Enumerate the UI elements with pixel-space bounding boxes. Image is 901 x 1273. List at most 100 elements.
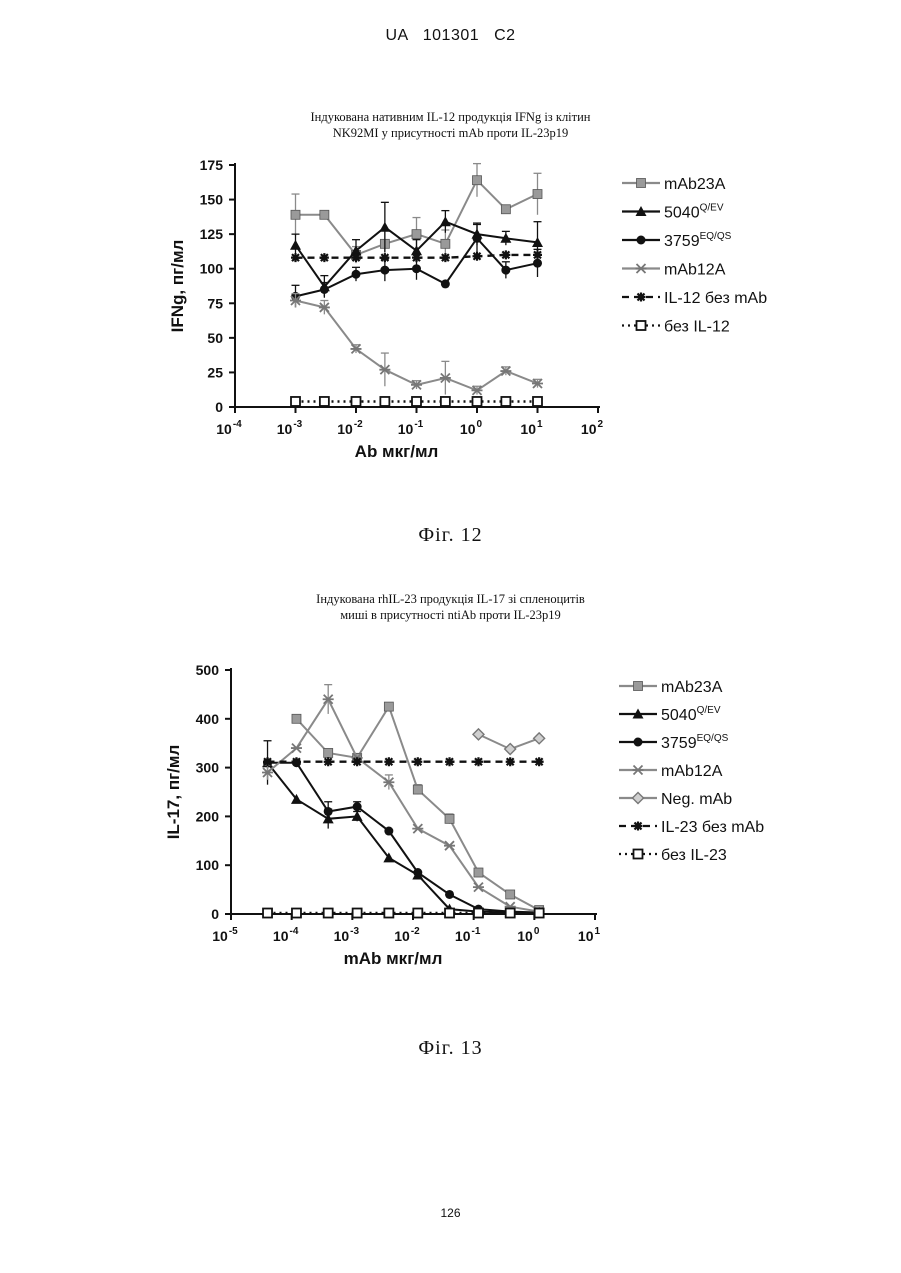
legend-label: mAb12A: [661, 763, 723, 780]
data-point: [353, 802, 362, 811]
series-il-23-без-mab: [263, 757, 544, 766]
x-tick-label: 10-5: [212, 926, 238, 944]
data-point: [473, 252, 482, 261]
data-point: [473, 397, 482, 406]
legend-label-superscript: EQ/QS: [700, 231, 732, 242]
data-point: [352, 253, 361, 262]
legend-item: mAb12A: [622, 262, 726, 279]
x-tick-exponent: 0: [534, 926, 540, 937]
x-tick-label: 101: [578, 926, 601, 944]
legend-label: 3759EQ/QS: [664, 231, 732, 250]
x-tick-exponent: -1: [414, 419, 423, 430]
series-line: [297, 707, 540, 911]
data-point: [324, 807, 333, 816]
x-tick-exponent: -3: [293, 419, 302, 430]
series-5040: [262, 741, 545, 917]
legend-item: 5040Q/EV: [622, 203, 724, 222]
legend-item: без IL-23: [619, 847, 727, 864]
data-point: [445, 890, 454, 899]
data-point: [473, 234, 482, 243]
x-axis-label: Ab мкг/мл: [355, 442, 439, 461]
x-tick-exponent: -2: [411, 926, 420, 937]
y-axis-label: IL-17, пг/мл: [164, 745, 183, 840]
series-mab12a: [262, 685, 545, 916]
x-tick-exponent: -1: [472, 926, 481, 937]
legend-marker: [637, 321, 646, 330]
x-tick-label: 101: [520, 419, 543, 437]
y-tick-label: 175: [200, 157, 224, 173]
legend-label: mAb23A: [664, 176, 726, 193]
data-point: [533, 190, 542, 199]
legend-item: 5040Q/EV: [619, 705, 721, 724]
series-без-il-12: [291, 397, 542, 406]
data-point: [413, 868, 422, 877]
data-point: [441, 279, 450, 288]
legend-label: 3759EQ/QS: [661, 733, 729, 752]
data-point: [533, 397, 542, 406]
series-neg-mab: [473, 729, 545, 755]
data-point: [412, 397, 421, 406]
x-tick-label: 10-1: [398, 419, 424, 437]
legend-marker: [633, 793, 644, 804]
document-header: UA 101301 C2: [0, 27, 901, 45]
chart-1-legend: mAb23A5040Q/EV3759EQ/QSmAb12AIL-12 без m…: [622, 176, 767, 336]
series-line: [268, 763, 540, 913]
data-point: [380, 266, 389, 275]
legend-item: 3759EQ/QS: [622, 231, 732, 250]
series-line: [296, 301, 538, 391]
legend-marker: [634, 682, 643, 691]
x-tick-label: 10-4: [273, 926, 299, 944]
chart-1-title: Індукована нативним IL-12 продукція IFNg…: [0, 109, 901, 141]
y-tick-label: 300: [196, 760, 220, 776]
legend-label-superscript: EQ/QS: [697, 733, 729, 744]
figure-13-caption: Фіг. 13: [0, 1037, 901, 1060]
series-3759: [263, 758, 544, 917]
data-point: [413, 785, 422, 794]
y-tick-label: 0: [215, 399, 223, 415]
data-point: [534, 733, 545, 744]
x-tick-exponent: -3: [350, 926, 359, 937]
data-point: [533, 259, 542, 268]
x-tick-label: 100: [517, 926, 540, 944]
legend-marker: [634, 738, 643, 747]
data-point: [445, 909, 454, 918]
series-mab12a: [290, 294, 543, 395]
legend-label: mAb23A: [661, 679, 723, 696]
data-point: [412, 253, 421, 262]
figure-12-caption: Фіг. 12: [0, 524, 901, 547]
legend-label-superscript: Q/EV: [697, 705, 721, 716]
y-tick-label: 50: [207, 330, 223, 346]
data-point: [501, 397, 510, 406]
chart-2-title-line-1: Індукована rhIL-23 продукція IL-17 зі сп…: [0, 591, 901, 607]
data-point: [505, 744, 516, 755]
chart-2-il17: 010020030040050010-510-410-310-210-11001…: [0, 655, 901, 980]
legend-item: mAb23A: [619, 679, 723, 696]
y-tick-label: 500: [196, 662, 220, 678]
legend-marker: [633, 766, 644, 775]
data-point: [533, 250, 542, 259]
legend-label: IL-23 без mAb: [661, 819, 764, 836]
data-point: [380, 397, 389, 406]
data-point: [320, 397, 329, 406]
data-point: [352, 270, 361, 279]
data-point: [506, 909, 515, 918]
data-point: [473, 729, 484, 740]
data-point: [412, 824, 423, 833]
x-tick-label: 10-3: [334, 926, 360, 944]
data-point: [440, 216, 451, 226]
data-point: [320, 285, 329, 294]
data-point: [535, 757, 544, 766]
chart-2-axes: 010020030040050010-510-410-310-210-11001…: [164, 662, 601, 968]
y-tick-label: 200: [196, 808, 220, 824]
x-tick-exponent: 1: [537, 419, 543, 430]
data-point: [412, 264, 421, 273]
data-point: [473, 883, 484, 892]
data-point: [324, 757, 333, 766]
data-point: [384, 909, 393, 918]
legend-marker: [637, 293, 646, 302]
x-tick-label: 10-2: [337, 419, 363, 437]
data-point: [535, 909, 544, 918]
x-tick-exponent: -4: [233, 419, 242, 430]
x-axis-label: mAb мкг/мл: [344, 949, 443, 968]
chart-1-title-line-2: NK92MI у присутності mAb проти IL-23p19: [0, 125, 901, 141]
